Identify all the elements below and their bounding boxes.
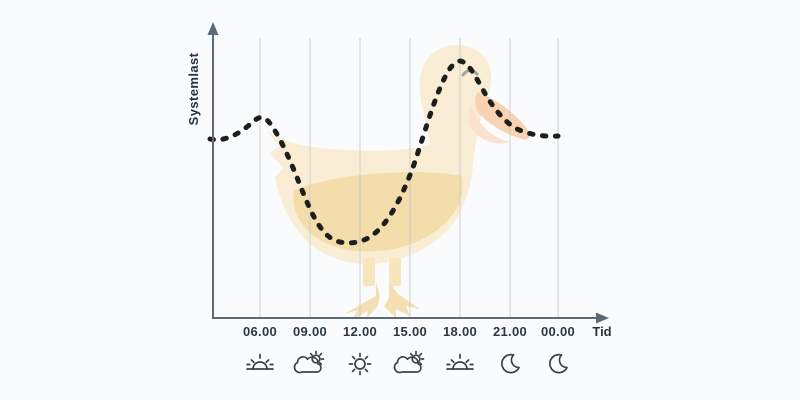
- x-tick-0900: 09.00: [292, 324, 328, 339]
- x-tick-1200: 12.00: [342, 324, 378, 339]
- duck-leg-right: [389, 258, 401, 286]
- sun-behind-cloud-icon: [293, 347, 327, 381]
- duck-under-beak-shading: [468, 103, 510, 144]
- x-axis-label: Tid: [592, 324, 612, 339]
- x-tick-1500: 15.00: [392, 324, 428, 339]
- duck-wing: [293, 172, 463, 252]
- duck-leg-left: [363, 258, 375, 286]
- x-tick-1800: 18.00: [442, 324, 478, 339]
- sun-icon: [343, 347, 377, 381]
- sun-behind-cloud-icon: [393, 347, 427, 381]
- y-axis-label: Systemlast: [186, 52, 201, 126]
- x-axis-arrow-icon: [596, 312, 609, 324]
- moon-icon: [541, 347, 575, 381]
- duck-foot-left: [344, 282, 380, 320]
- duck-illustration: [267, 44, 530, 320]
- x-tick-0000: 00.00: [540, 324, 576, 339]
- x-tick-0600: 06.00: [242, 324, 278, 339]
- load-curve: [207, 58, 561, 246]
- x-tick-2100: 21.00: [492, 324, 528, 339]
- y-axis: [207, 22, 219, 318]
- x-axis: [212, 312, 609, 324]
- moon-icon: [493, 347, 527, 381]
- y-axis-arrow-icon: [207, 22, 219, 35]
- sunset-icon: [443, 347, 477, 381]
- sunrise-icon: [243, 347, 277, 381]
- duck-foot-right: [384, 282, 420, 318]
